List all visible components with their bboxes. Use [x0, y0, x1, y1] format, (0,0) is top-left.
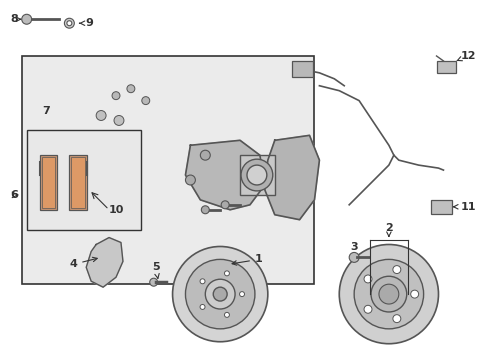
Bar: [42, 157, 55, 208]
Text: 12: 12: [457, 51, 476, 61]
Circle shape: [349, 252, 359, 262]
Circle shape: [67, 21, 72, 26]
Polygon shape: [86, 238, 123, 287]
Circle shape: [200, 305, 205, 310]
Polygon shape: [265, 135, 319, 220]
Circle shape: [200, 279, 205, 284]
Circle shape: [64, 18, 74, 28]
Circle shape: [393, 315, 401, 323]
Circle shape: [205, 279, 235, 309]
Text: 2: 2: [385, 222, 393, 236]
Circle shape: [172, 247, 268, 342]
Polygon shape: [185, 140, 265, 210]
Circle shape: [185, 260, 255, 329]
Circle shape: [339, 244, 439, 344]
Circle shape: [364, 275, 372, 283]
Circle shape: [371, 276, 407, 312]
Circle shape: [213, 287, 227, 301]
Bar: [431, 200, 452, 214]
Text: 9: 9: [80, 18, 93, 28]
Bar: [26, 130, 141, 230]
Circle shape: [127, 85, 135, 93]
Bar: [22, 56, 315, 284]
Circle shape: [411, 290, 418, 298]
Circle shape: [112, 92, 120, 100]
Circle shape: [224, 271, 229, 276]
Circle shape: [224, 312, 229, 318]
Text: 7: 7: [43, 105, 50, 116]
Circle shape: [185, 175, 196, 185]
Text: 5: 5: [152, 262, 160, 278]
Text: 1: 1: [232, 255, 263, 265]
Text: 8: 8: [10, 14, 21, 24]
Circle shape: [364, 305, 372, 313]
Bar: [240, 155, 275, 195]
Bar: [292, 61, 314, 77]
Text: 6: 6: [10, 190, 18, 200]
Circle shape: [240, 292, 245, 297]
Circle shape: [201, 206, 209, 214]
Circle shape: [114, 116, 124, 125]
Circle shape: [96, 111, 106, 121]
Circle shape: [379, 284, 399, 304]
Bar: [40, 155, 57, 210]
Circle shape: [22, 14, 32, 24]
Circle shape: [247, 165, 267, 185]
Circle shape: [142, 96, 150, 105]
Bar: [70, 155, 87, 210]
Circle shape: [150, 278, 158, 286]
Text: 11: 11: [454, 202, 476, 212]
Text: 3: 3: [350, 243, 358, 252]
Text: 4: 4: [70, 257, 97, 269]
Circle shape: [393, 266, 401, 274]
Bar: [437, 61, 456, 73]
Circle shape: [241, 159, 273, 191]
Bar: [72, 157, 85, 208]
Text: 10: 10: [108, 205, 123, 215]
Circle shape: [221, 201, 229, 209]
Circle shape: [200, 150, 210, 160]
Circle shape: [354, 260, 424, 329]
